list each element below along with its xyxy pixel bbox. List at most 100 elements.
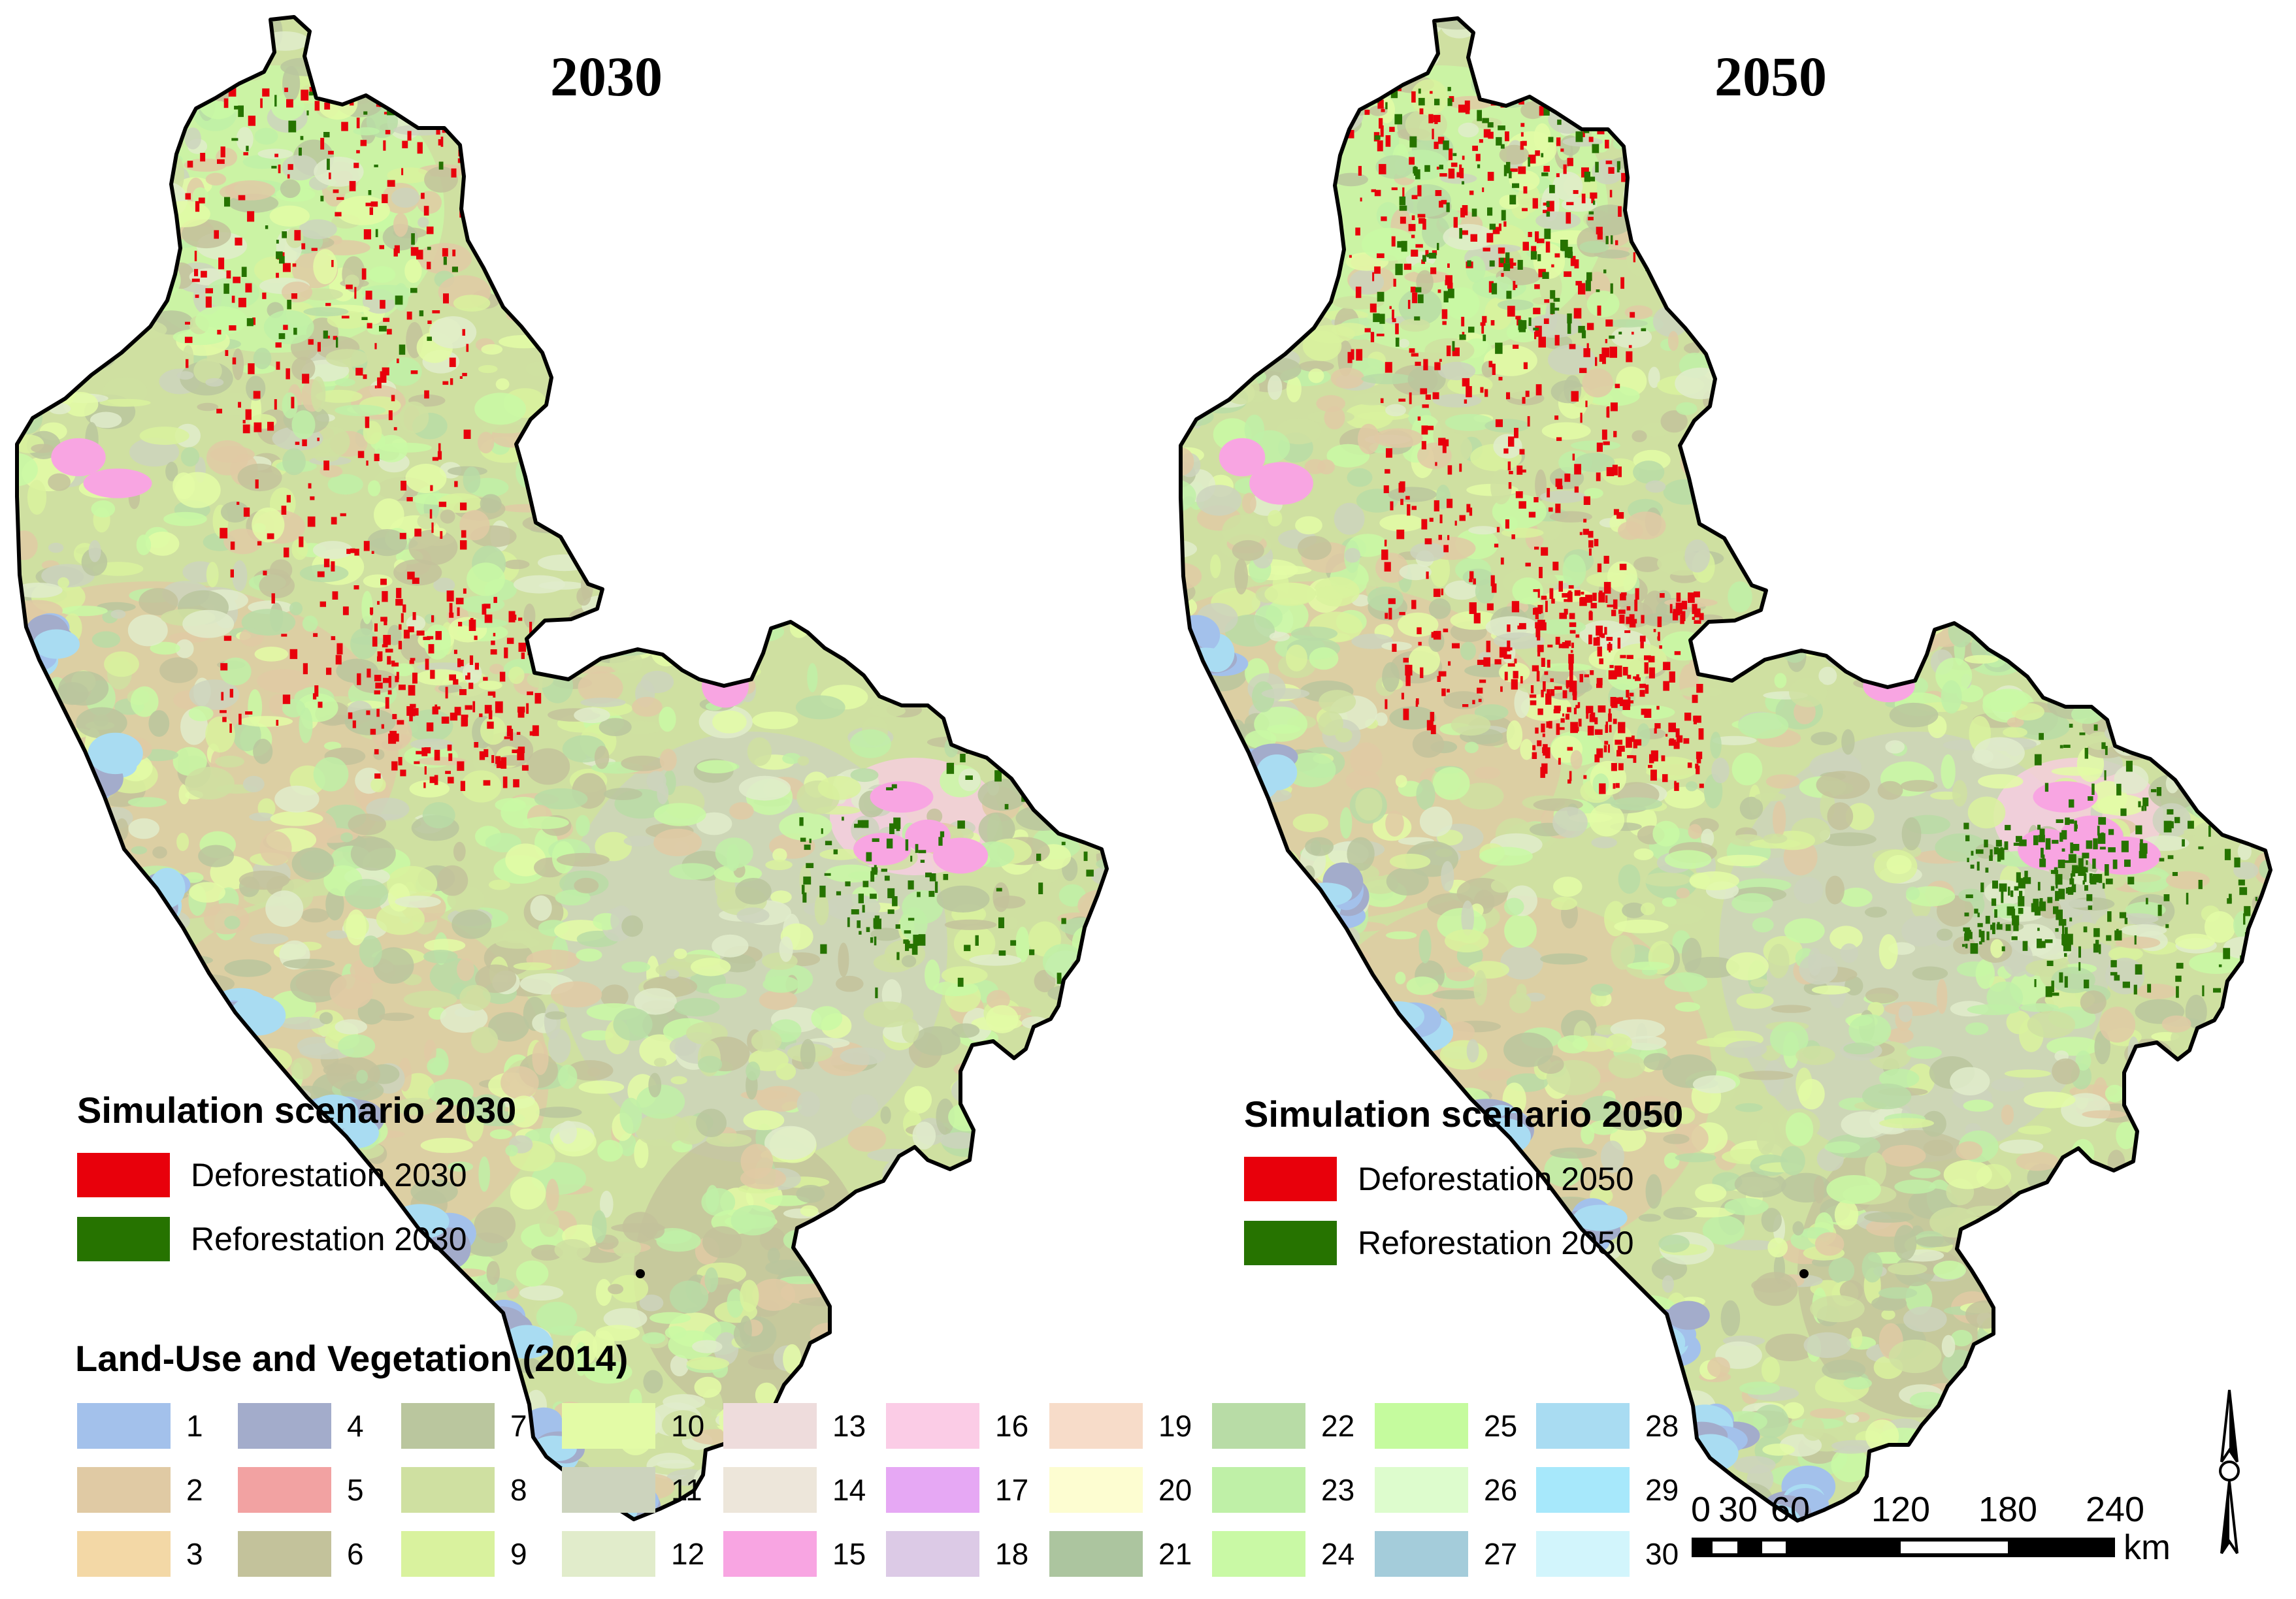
land-use-patch <box>1894 99 1943 108</box>
land-use-patch <box>282 282 312 302</box>
land-use-patch <box>374 498 404 531</box>
deforestation-patch <box>308 339 314 345</box>
region-outline <box>15 15 1109 1521</box>
land-use-patch <box>1478 1068 1511 1081</box>
deforestation-patch <box>502 776 508 788</box>
land-use-patch <box>374 1289 412 1316</box>
land-use-patch <box>641 461 670 483</box>
land-use-patch <box>1355 1069 1396 1078</box>
deforestation-patch <box>398 756 402 766</box>
land-use-patch <box>17 187 29 214</box>
land-use-patch <box>467 562 505 596</box>
land-use-patch <box>704 272 727 298</box>
land-use-patch <box>836 975 864 992</box>
land-use-patch <box>82 811 113 832</box>
land-use-patch <box>974 334 985 357</box>
land-use-patch <box>1061 434 1079 469</box>
land-use-patch <box>800 1039 816 1069</box>
deforestation-patch <box>432 707 438 715</box>
land-use-patch <box>1219 1446 1253 1466</box>
land-use-patch <box>1181 228 1195 246</box>
land-use-patch <box>2148 19 2168 32</box>
deforestation-patch <box>426 722 434 732</box>
deforestation-patch <box>438 139 443 146</box>
land-use-patch <box>778 94 827 111</box>
land-use-patch <box>500 504 555 513</box>
land-use-patch <box>146 1261 161 1287</box>
land-use-patch <box>1760 119 1775 137</box>
land-use-patch <box>1057 136 1072 159</box>
deforestation-patch <box>406 497 413 502</box>
land-use-patch <box>1075 1271 1107 1308</box>
land-use-patch <box>1222 327 1248 346</box>
land-use-patch <box>0 1268 17 1277</box>
land-use-patch <box>988 30 1003 46</box>
land-use-patch <box>33 1182 78 1197</box>
land-use-patch <box>132 1377 179 1400</box>
land-use-patch <box>1939 1416 1961 1453</box>
land-use-patch <box>17 241 45 270</box>
land-use-patch <box>1181 264 1182 298</box>
land-use-patch <box>796 66 811 84</box>
land-use-patch <box>1915 187 1958 215</box>
land-use-patch <box>957 380 979 395</box>
land-use-patch <box>17 1146 27 1182</box>
land-use-patch <box>489 664 504 675</box>
land-use-patch <box>1878 1069 1920 1088</box>
reforestation-patch <box>363 111 368 115</box>
land-use-patch <box>2177 90 2199 123</box>
land-use-patch <box>1909 1391 1946 1409</box>
land-use-patch <box>382 60 418 82</box>
land-use-patch <box>989 1088 1029 1110</box>
deforestation-patch <box>437 451 442 460</box>
land-use-patch <box>1765 374 1805 405</box>
land-use-patch <box>37 288 51 318</box>
land-use-patch <box>2196 1442 2216 1451</box>
reforestation-patch <box>410 287 418 293</box>
land-use-patch <box>1307 1294 1337 1316</box>
land-use-patch <box>2111 466 2140 475</box>
land-use-patch <box>1808 262 1858 289</box>
land-use-patch <box>554 1239 591 1261</box>
land-use-patch <box>17 1481 42 1515</box>
land-use-patch <box>868 22 891 44</box>
deforestation-patch <box>432 457 439 461</box>
land-use-patch <box>730 348 770 377</box>
land-use-patch <box>973 1138 996 1165</box>
deforestation-patch <box>479 751 485 760</box>
land-use-patch <box>659 706 676 732</box>
land-use-patch <box>2222 358 2235 375</box>
deforestation-patch <box>409 660 414 664</box>
deforestation-patch <box>449 674 456 681</box>
deforestation-patch <box>366 710 370 715</box>
land-use-patch <box>2042 329 2075 354</box>
land-use-patch <box>424 1039 436 1064</box>
land-use-patch <box>1370 35 1392 52</box>
land-use-patch <box>587 496 631 529</box>
land-use-patch <box>1899 61 1912 90</box>
land-use-patch <box>1298 361 1334 372</box>
reforestation-patch <box>874 918 881 929</box>
land-use-patch <box>2145 463 2159 474</box>
deforestation-patch <box>323 558 330 568</box>
land-use-patch <box>263 310 314 344</box>
reforestation-patch <box>866 852 872 862</box>
land-use-patch <box>101 26 150 55</box>
land-use-patch <box>1650 76 1676 112</box>
land-use-patch <box>1040 1029 1053 1051</box>
land-use-patch <box>1991 35 2043 71</box>
land-use-patch <box>66 1018 91 1053</box>
land-use-patch <box>282 448 306 476</box>
land-use-patch <box>1205 232 1251 245</box>
land-use-patch <box>241 609 296 636</box>
land-use-patch <box>31 444 54 453</box>
land-use-patch <box>1967 796 2006 829</box>
deforestation-patch <box>374 453 380 461</box>
land-use-patch <box>114 953 134 973</box>
land-use-patch <box>470 1094 506 1121</box>
land-use-patch <box>467 123 481 138</box>
land-use-patch <box>367 529 407 557</box>
deforestation-patch <box>388 734 395 739</box>
land-use-patch <box>536 1106 582 1118</box>
land-use-patch <box>692 614 712 624</box>
